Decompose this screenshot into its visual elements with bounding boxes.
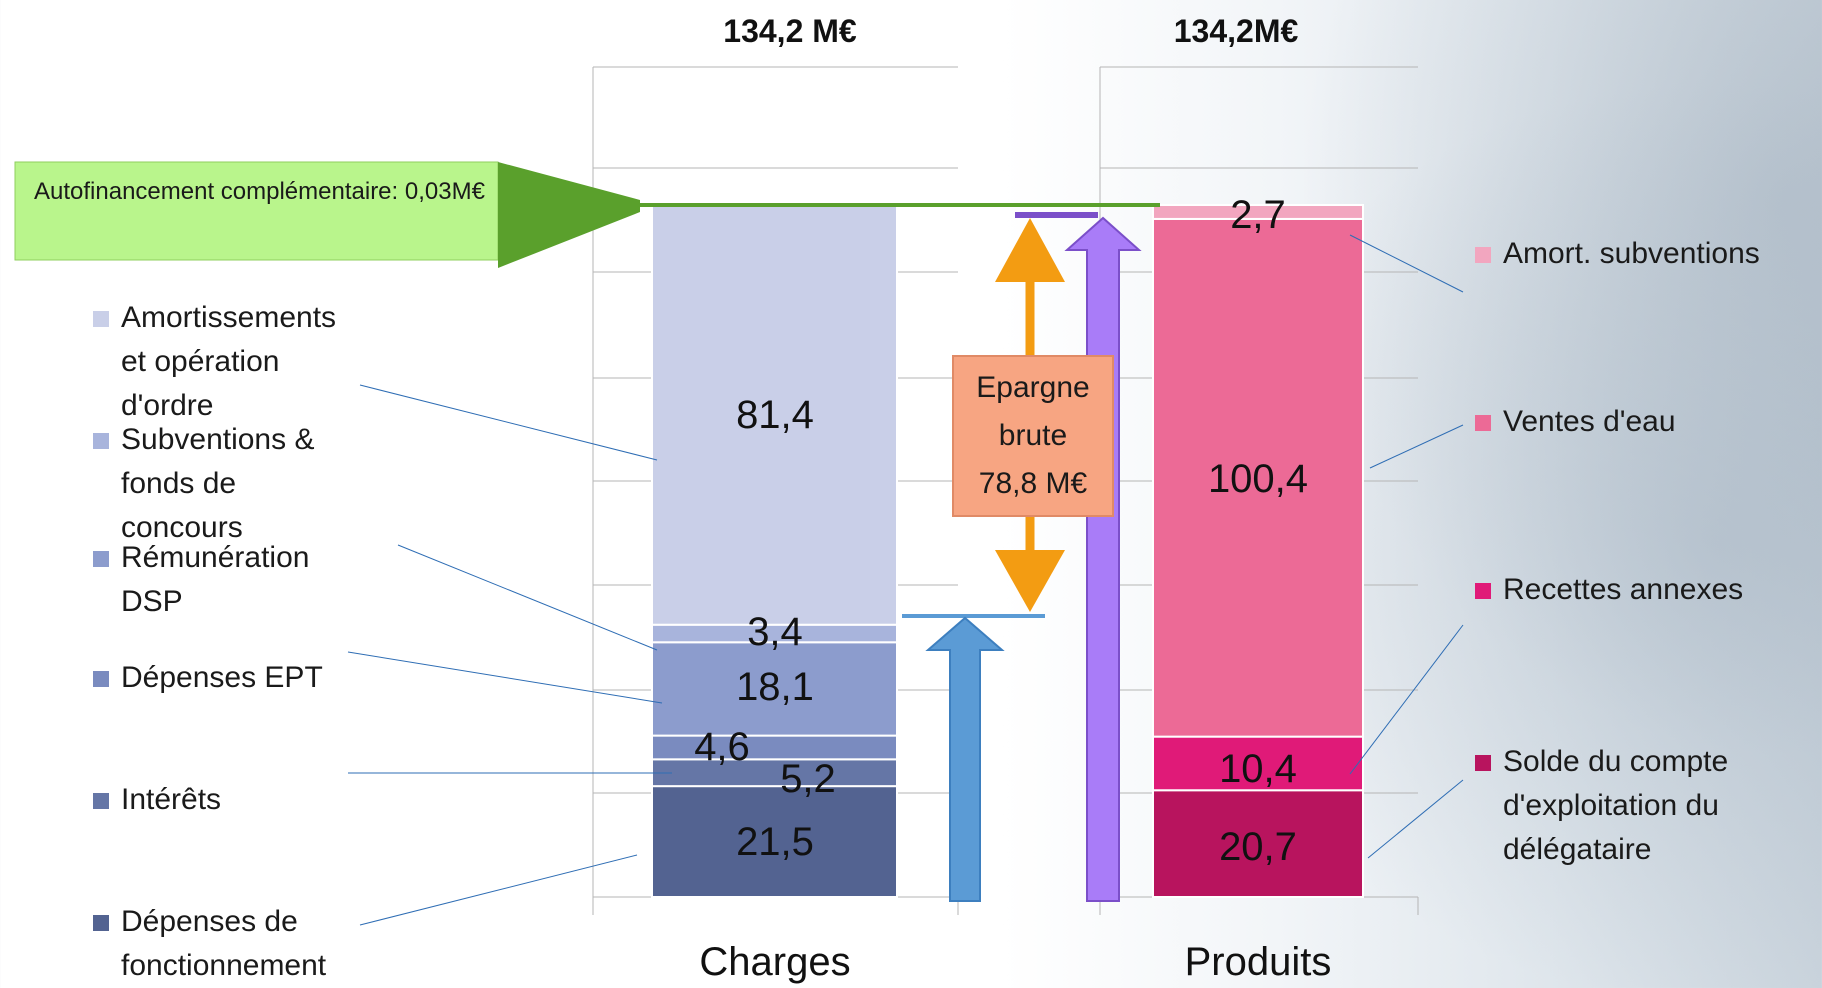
legend-right-label-0: Amort. subventions [1503, 237, 1760, 270]
legend-left-item-5: Dépenses de fonctionnement [93, 900, 326, 988]
connector-left-0 [359, 384, 658, 461]
connector-right-0 [1349, 234, 1464, 293]
legend-left-swatch-0 [93, 311, 109, 327]
connector-right-2 [1349, 624, 1464, 775]
autofinancement-box [14, 161, 499, 261]
epargne-brute-text: Epargne brute 78,8 M€ [976, 371, 1090, 500]
legend-left-label-2: Rémunération DSP [121, 541, 310, 618]
total-charges: 134,2 M€ [723, 13, 857, 49]
charges-bar-5 [651, 204, 898, 626]
produits-bar-0 [1152, 789, 1364, 898]
produits-label-0: 20,7 [1219, 825, 1297, 869]
charges-label-2: 4,6 [694, 725, 750, 769]
produits-label-2: 100,4 [1208, 457, 1308, 501]
legend-left-item-4: Intérêts [93, 778, 221, 822]
charges-label-1: 5,2 [780, 757, 836, 801]
charges-label-4: 3,4 [747, 610, 803, 654]
blue-up-arrow [925, 616, 1005, 902]
charges-label-5: 81,4 [736, 393, 814, 437]
legend-left-label-1: Subventions & fonds de concours [121, 423, 315, 544]
produits-label-1: 10,4 [1219, 747, 1297, 791]
legend-right-item-2: Recettes annexes [1475, 568, 1743, 612]
legend-right-label-2: Recettes annexes [1503, 573, 1744, 606]
charges-label-3: 18,1 [736, 665, 814, 709]
legend-right-swatch-0 [1475, 247, 1491, 263]
legend-left-label-0: Amortissements et opération d'ordre [121, 301, 337, 422]
legend-left-label-4: Intérêts [121, 783, 222, 816]
autofinancement-arrow [498, 162, 640, 268]
legend-left-item-0: Amortissements et opération d'ordre [93, 296, 336, 428]
epargne-brute-box: Epargne brute 78,8 M€ [952, 355, 1114, 517]
arrows [14, 161, 1160, 902]
total-produits: 134,2M€ [1174, 13, 1299, 49]
legend-left-label-3: Dépenses EPT [121, 661, 323, 694]
legend-left-item-3: Dépenses EPT [93, 656, 323, 700]
legend-left-swatch-4 [93, 793, 109, 809]
legend-right-label-1: Ventes d'eau [1503, 405, 1676, 438]
autofinancement-text: Autofinancement complémentaire: 0,03M€ [34, 178, 485, 205]
connector-left-4 [359, 854, 638, 926]
legend-left-item-1: Subventions & fonds de concours [93, 418, 314, 550]
legend-right-label-3: Solde du compte d'exploitation du déléga… [1503, 745, 1729, 866]
produits-bar-3 [1152, 204, 1364, 220]
produits-bar-2 [1152, 217, 1364, 738]
connector-left-2 [347, 651, 663, 704]
legend-right-swatch-1 [1475, 415, 1491, 431]
category-charges: Charges [699, 940, 850, 984]
charges-label-0: 21,5 [736, 820, 814, 864]
charges-bar-2 [651, 734, 898, 761]
charges-bar-3 [651, 641, 898, 737]
connector-right-3 [1367, 779, 1464, 859]
epargne-arrowhead-up [995, 218, 1065, 282]
legend-right-item-0: Amort. subventions [1475, 232, 1760, 276]
purple-up-arrow [1064, 216, 1142, 902]
charges-bar-1 [651, 758, 898, 788]
category-produits: Produits [1185, 940, 1332, 984]
produits-label-3: 2,7 [1230, 193, 1286, 237]
legend-right-item-3: Solde du compte d'exploitation du déléga… [1475, 740, 1728, 872]
legend-left-swatch-1 [93, 433, 109, 449]
legend-right-swatch-2 [1475, 583, 1491, 599]
legend-right-swatch-3 [1475, 755, 1491, 771]
legend-left-swatch-5 [93, 915, 109, 931]
legend-left-item-2: Rémunération DSP [93, 536, 309, 624]
connector-left-1 [397, 544, 658, 651]
connector-right-1 [1369, 424, 1464, 469]
labels: 21,5 5,2 4,6 18,1 3,4 81,4 20,7 10,4 100,4 2,7 134… [694, 13, 1331, 984]
epargne-arrowhead-down [995, 550, 1065, 612]
bars [651, 204, 1364, 898]
produits-bar-1 [1152, 735, 1364, 792]
legend-right-item-1: Ventes d'eau [1475, 400, 1676, 444]
legend-left-swatch-3 [93, 671, 109, 687]
legend-connectors [347, 234, 1464, 926]
legend-left-swatch-2 [93, 551, 109, 567]
legend-left-label-5: Dépenses de fonctionnement [121, 905, 327, 982]
